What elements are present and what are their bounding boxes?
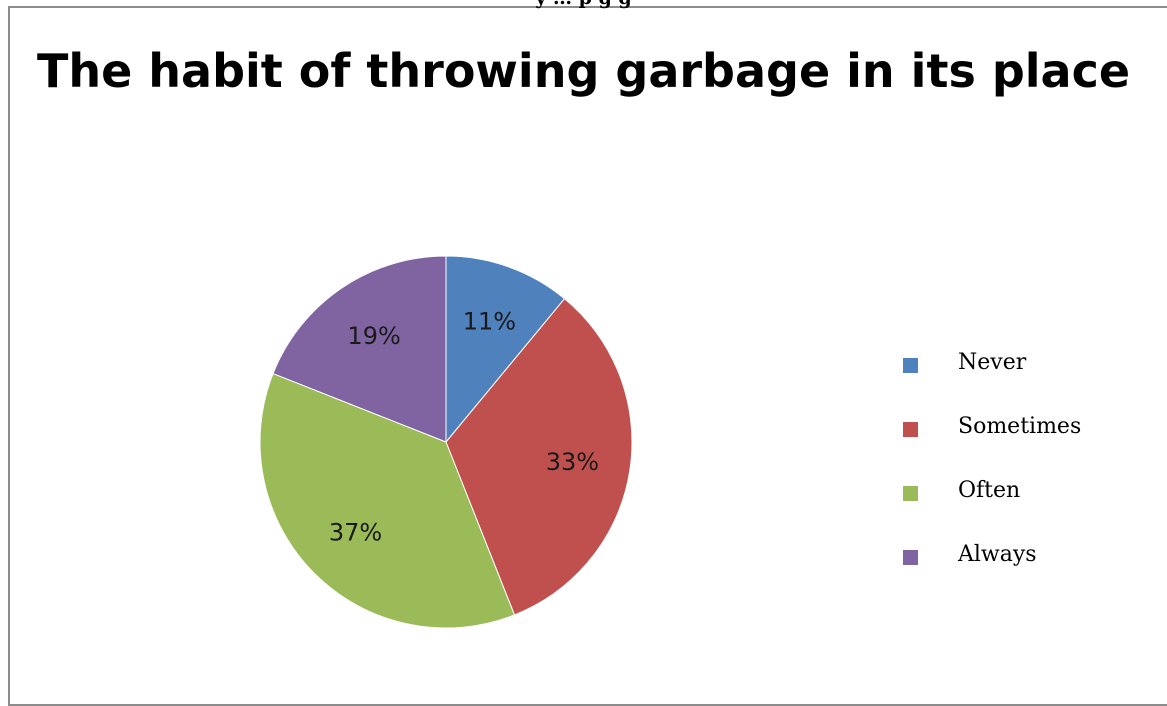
pie-slice-often (259, 372, 516, 629)
slice-label-sometimes: 33% (546, 448, 599, 476)
legend-swatch-always (903, 549, 918, 565)
legend-swatch-often (903, 485, 918, 501)
legend-label-never: Never (958, 349, 1027, 375)
slice-label-always: 19% (347, 322, 400, 350)
legend-item-sometimes: Sometimes (903, 394, 1081, 458)
legend-label-often: Often (958, 477, 1021, 503)
slice-label-never: 11% (463, 308, 516, 336)
legend-item-often: Often (903, 458, 1081, 522)
legend-item-never: Never (903, 330, 1081, 394)
chart-title: The habit of throwing garbage in its pla… (36, 44, 1131, 98)
legend-item-always: Always (903, 522, 1081, 586)
pie-slice-never (445, 255, 566, 444)
legend: Never Sometimes Often Always (903, 330, 1081, 586)
legend-swatch-sometimes (903, 421, 918, 437)
legend-label-always: Always (958, 541, 1037, 567)
pie-slice-always (272, 255, 447, 443)
legend-label-sometimes: Sometimes (958, 413, 1082, 439)
slice-label-often: 37% (329, 519, 382, 547)
legend-swatch-never (903, 357, 918, 373)
clipped-caption: y … p g g (0, 0, 1167, 9)
pie-slice-sometimes (445, 297, 633, 616)
